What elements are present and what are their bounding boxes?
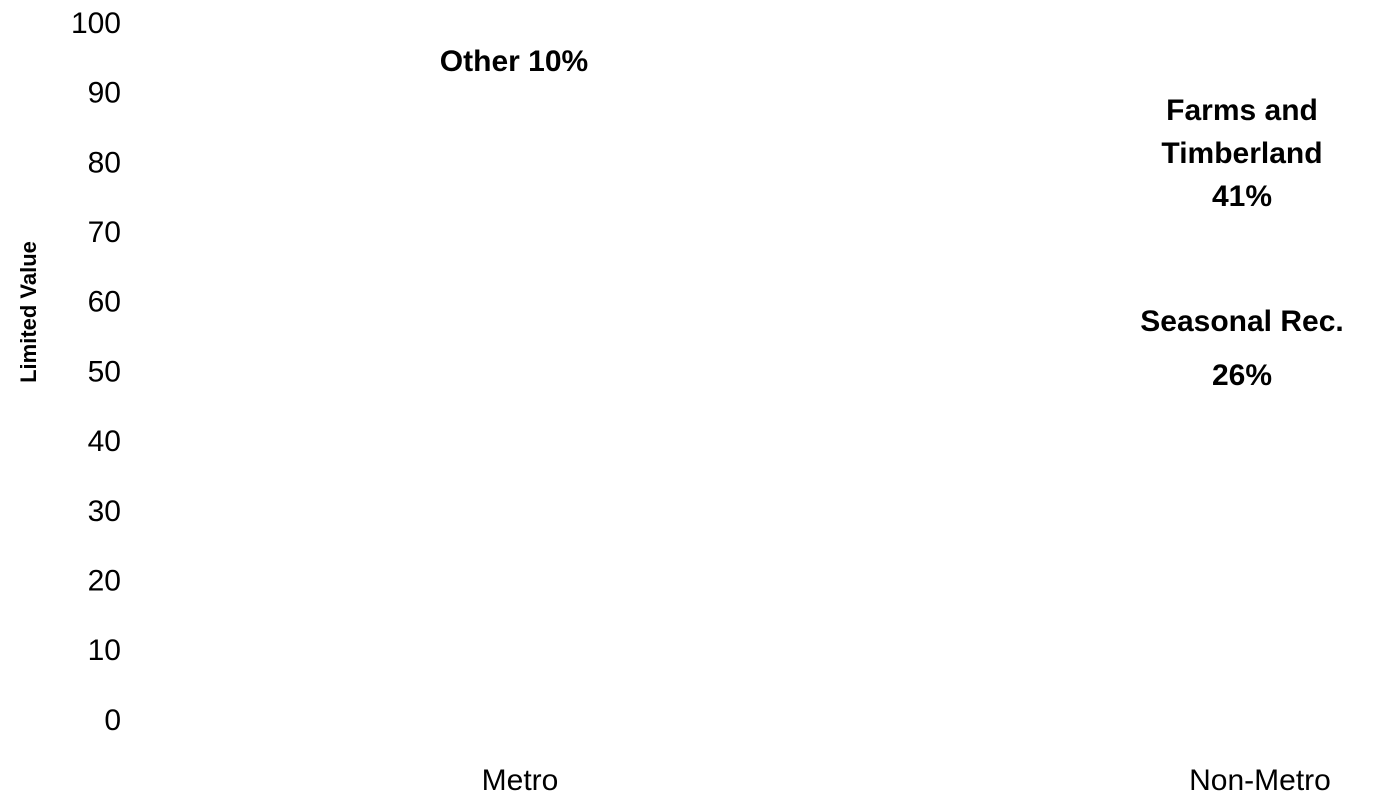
y-tick-label: 60 [88,286,121,319]
y-tick-label: 100 [71,7,121,40]
y-tick-label: 50 [88,355,121,388]
y-tick-label: 30 [88,495,121,528]
annotation: Farms and [1166,94,1318,127]
annotation: 41% [1212,180,1272,213]
y-tick-label: 90 [88,77,121,110]
y-tick-label: 70 [88,216,121,249]
y-tick-label: 20 [88,565,121,598]
y-tick-label: 10 [88,634,121,667]
y-tick-label: 0 [104,704,121,737]
y-tick-label: 40 [88,425,121,458]
annotation: Other 10% [440,45,588,78]
annotation: Seasonal Rec. [1140,305,1343,338]
x-tick-label: Non-Metro [1189,764,1331,797]
annotation: Timberland [1161,137,1322,170]
y-axis-label: Limited Value [16,241,41,383]
x-tick-label: Metro [482,764,559,797]
annotation: 26% [1212,359,1272,392]
y-tick-label: 80 [88,146,121,179]
